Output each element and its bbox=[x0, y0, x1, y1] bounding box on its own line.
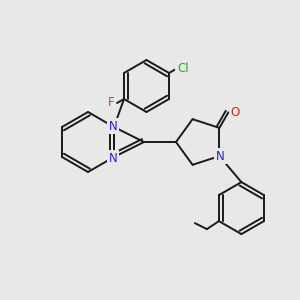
Text: Cl: Cl bbox=[177, 62, 189, 76]
Text: F: F bbox=[108, 95, 114, 109]
Text: N: N bbox=[216, 150, 225, 163]
Text: O: O bbox=[231, 106, 240, 119]
Text: N: N bbox=[109, 119, 117, 133]
Text: N: N bbox=[109, 152, 117, 164]
